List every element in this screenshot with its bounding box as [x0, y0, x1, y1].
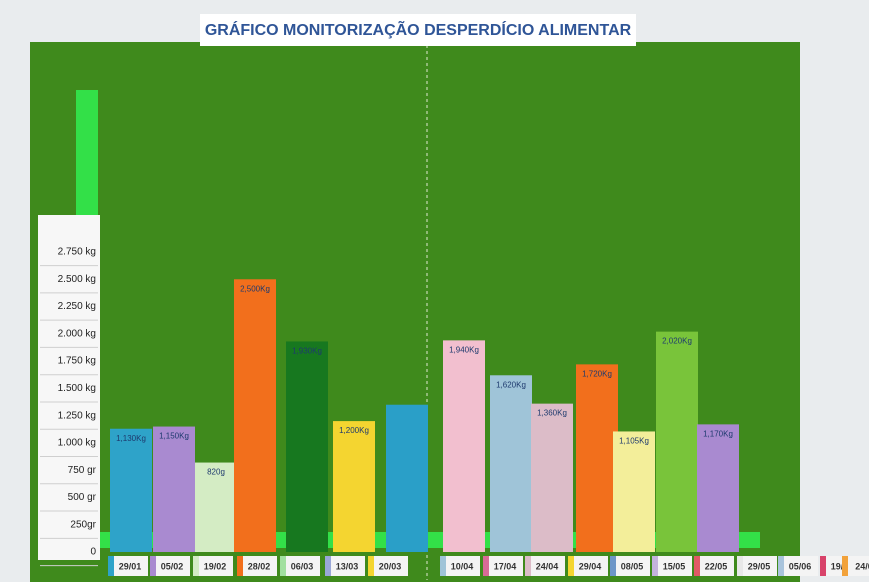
category-chip-color — [440, 556, 446, 576]
y-tick-label: 1.000 kg — [58, 438, 96, 449]
x-tick-label: 05/06 — [789, 561, 812, 571]
page: GRÁFICO MONITORIZAÇÃO DESPERDÍCIO ALIMEN… — [0, 0, 869, 582]
category-chip-color — [694, 556, 700, 576]
y-tick-label: 1.500 kg — [58, 383, 96, 394]
bar — [153, 427, 195, 552]
x-tick-label: 29/05 — [748, 561, 771, 571]
bar — [333, 421, 375, 552]
bar — [110, 429, 152, 552]
value-label: 1,360Kg — [537, 409, 567, 418]
value-label: 820g — [207, 468, 225, 477]
x-tick-label: 17/04 — [494, 561, 517, 571]
bar — [697, 424, 739, 552]
category-chip-color — [483, 556, 489, 576]
y-tick-label: 2.250 kg — [58, 301, 96, 312]
y-tick-label: 0 — [90, 547, 96, 558]
bar — [490, 375, 532, 552]
bar — [443, 340, 485, 552]
y-tick-label: 2.750 kg — [58, 247, 96, 258]
category-chip-color — [778, 556, 784, 576]
bar — [656, 332, 698, 552]
category-chip-color — [108, 556, 114, 576]
bar — [576, 364, 618, 552]
y-tick-label: 2.500 kg — [58, 274, 96, 285]
x-tick-label: 05/02 — [161, 561, 184, 571]
bar — [386, 405, 428, 552]
value-label: 1,930Kg — [292, 347, 322, 356]
value-label: 1,170Kg — [703, 429, 733, 438]
x-tick-label: 15/05 — [663, 561, 686, 571]
y-tick-label: 1.750 kg — [58, 356, 96, 367]
y-tick-label: 2.000 kg — [58, 328, 96, 339]
chart-title: GRÁFICO MONITORIZAÇÃO DESPERDÍCIO ALIMEN… — [205, 19, 632, 39]
category-chip-color — [525, 556, 531, 576]
x-tick-label: 08/05 — [621, 561, 644, 571]
value-label: 1,720Kg — [582, 369, 612, 378]
category-chip-color — [820, 556, 826, 576]
bar — [286, 341, 328, 552]
x-tick-label: 19/02 — [204, 561, 227, 571]
y-tick-label: 1.250 kg — [58, 410, 96, 421]
category-chip-color — [610, 556, 616, 576]
x-tick-label: 28/02 — [248, 561, 271, 571]
bar — [531, 404, 573, 552]
category-chip-color — [368, 556, 374, 576]
x-tick-label: 24/04 — [536, 561, 559, 571]
x-tick-label: 20/03 — [379, 561, 402, 571]
x-tick-label: 24/0 — [855, 561, 869, 571]
x-tick-label: 13/03 — [336, 561, 359, 571]
value-label: 1,150Kg — [159, 432, 189, 441]
value-label: 1,620Kg — [496, 380, 526, 389]
bar — [234, 279, 276, 552]
category-chip-color — [325, 556, 331, 576]
y-tick-label: 500 gr — [68, 492, 97, 503]
category-chip-color — [150, 556, 156, 576]
value-label: 2,020Kg — [662, 337, 692, 346]
category-chip-color — [568, 556, 574, 576]
category-chip-color — [737, 556, 743, 576]
category-chip-color — [193, 556, 199, 576]
chart: GRÁFICO MONITORIZAÇÃO DESPERDÍCIO ALIMEN… — [0, 0, 869, 582]
category-chip-color — [842, 556, 848, 576]
y-tick-label: 750 gr — [68, 465, 97, 476]
x-tick-label: 22/05 — [705, 561, 728, 571]
y-tick-label: 250gr — [70, 519, 96, 530]
x-tick-label: 10/04 — [451, 561, 474, 571]
value-label: 1,200Kg — [339, 426, 369, 435]
category-chip-color — [652, 556, 658, 576]
x-tick-label: 29/01 — [119, 561, 142, 571]
bar — [613, 431, 655, 552]
x-tick-label: 06/03 — [291, 561, 314, 571]
value-label: 1,940Kg — [449, 345, 479, 354]
x-tick-label: 29/04 — [579, 561, 602, 571]
value-label: 1,130Kg — [116, 434, 146, 443]
value-label: 1,105Kg — [619, 437, 649, 446]
category-chip-color — [237, 556, 243, 576]
value-label: 2,500Kg — [240, 284, 270, 293]
category-chip-color — [280, 556, 286, 576]
